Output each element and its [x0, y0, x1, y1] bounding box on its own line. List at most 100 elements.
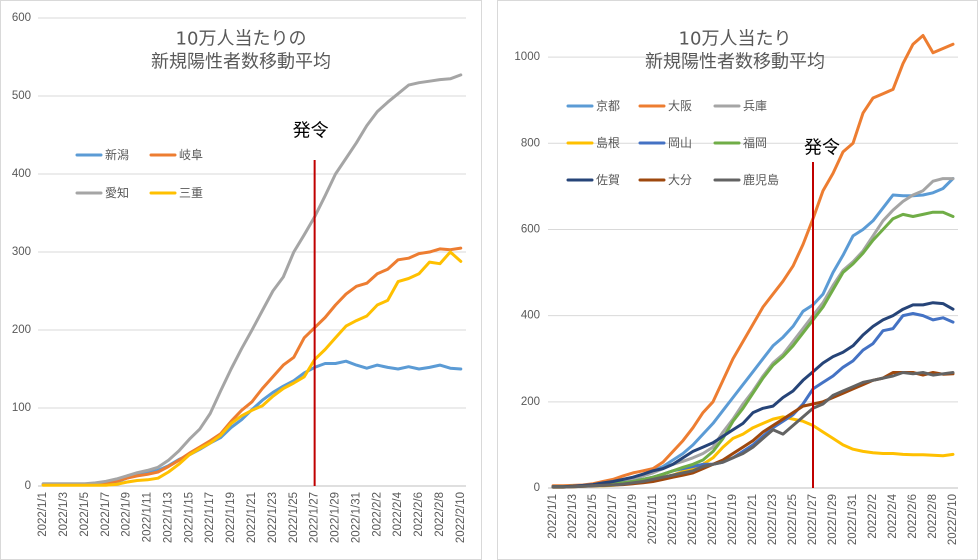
legend-label: 京都	[596, 99, 620, 113]
x-tick-label: 2022/1/25	[288, 492, 300, 543]
legend-item: 島根	[566, 135, 620, 150]
y-tick-label: 600	[521, 223, 540, 235]
y-tick-label: 300	[12, 246, 31, 258]
x-tick-label: 2022/1/17	[204, 492, 216, 543]
legend-item: 鹿児島	[713, 172, 779, 187]
series-line-1	[41, 246, 463, 486]
chart-title-line: 新規陽性者数移動平均	[151, 52, 331, 73]
y-tick-label: 1000	[514, 51, 540, 63]
x-axis-tick-labels: 2022/1/1 2022/1/3 2022/1/5 2022/1/7 2022/1/9…	[547, 493, 959, 545]
series-line-1	[551, 34, 955, 488]
x-tick-label: 2022/1/3	[58, 492, 70, 537]
x-tick-label: 2022/1/29	[827, 494, 839, 545]
legend-label: 新潟	[105, 147, 129, 162]
x-tick-label: 2022/1/23	[767, 494, 779, 545]
x-tick-label: 2022/2/10	[455, 492, 467, 543]
x-tick-label: 2022/2/2	[371, 492, 383, 537]
x-tick-label: 2022/2/2	[867, 494, 879, 539]
legend-item: 兵庫	[713, 99, 767, 113]
x-tick-label: 2022/1/7	[100, 492, 112, 537]
series-lines	[551, 34, 955, 489]
legend-label: 岡山	[668, 136, 692, 150]
x-tick-label: 2022/1/7	[607, 494, 619, 539]
legend-label: 三重	[179, 186, 203, 200]
x-tick-label: 2022/1/19	[727, 494, 739, 545]
legend-item: 大分	[638, 173, 692, 187]
x-tick-label: 2022/1/21	[747, 494, 759, 545]
y-tick-label: 0	[534, 482, 540, 494]
gridlines	[548, 56, 958, 403]
x-tick-label: 2022/1/13	[163, 492, 175, 543]
x-tick-label: 2022/2/8	[927, 494, 939, 539]
legend-label: 岐阜	[179, 148, 203, 162]
x-tick-label: 2022/1/19	[225, 492, 237, 543]
x-tick-label: 2022/1/13	[667, 494, 679, 545]
y-axis-tick-labels: 0 200 400 600 800 1000	[514, 51, 540, 494]
y-tick-label: 100	[12, 402, 31, 414]
legend-label: 大阪	[668, 99, 692, 113]
gridlines	[38, 17, 466, 409]
x-axis-tick-labels: 2022/1/1 2022/1/3 2022/1/5 2022/1/7 2022/1/9…	[37, 491, 467, 543]
series-line-8	[551, 371, 955, 489]
x-tick-label: 2022/1/11	[647, 494, 659, 544]
x-tick-label: 2022/1/9	[121, 492, 133, 537]
legend-label: 佐賀	[596, 173, 620, 187]
chart-title-line: 10万人当たりの	[176, 29, 307, 50]
x-tick-label: 2022/1/21	[246, 492, 258, 543]
x-tick-label: 2022/1/25	[787, 494, 799, 545]
legend-item: 岡山	[638, 136, 692, 150]
x-tick-label: 2022/1/15	[183, 492, 195, 543]
x-tick-label: 2022/1/11	[142, 492, 154, 542]
x-tick-label: 2022/1/5	[587, 494, 599, 539]
x-tick-label: 2022/2/6	[413, 492, 425, 537]
x-tick-label: 2022/1/1	[547, 494, 559, 539]
series-line-2	[41, 73, 463, 486]
x-tick-label: 2022/1/31	[350, 492, 362, 543]
legend-item: 福岡	[713, 135, 767, 150]
x-tick-label: 2022/2/6	[907, 494, 919, 539]
y-tick-label: 200	[521, 396, 540, 408]
announcement-marker-label: 発令	[804, 138, 840, 159]
legend-label: 愛知	[105, 186, 129, 200]
legend-label: 島根	[596, 135, 620, 150]
y-tick-label: 200	[12, 324, 31, 336]
chart-title-line: 10万人当たり	[679, 29, 792, 50]
legend-item: 京都	[566, 99, 620, 113]
x-tick-label: 2022/1/27	[807, 494, 819, 545]
legend-item: 大阪	[638, 99, 692, 113]
legend-item: 岐阜	[149, 148, 203, 162]
legend-item: 佐賀	[566, 173, 620, 187]
x-tick-label: 2022/1/1	[37, 492, 49, 537]
y-tick-label: 500	[12, 90, 31, 102]
legend-item: 愛知	[75, 186, 129, 200]
x-tick-label: 2022/1/5	[79, 492, 91, 537]
legend-item: 新潟	[75, 147, 129, 162]
x-tick-label: 2022/1/3	[567, 494, 579, 539]
y-tick-label: 600	[12, 12, 31, 24]
x-tick-label: 2022/1/31	[847, 494, 859, 545]
x-tick-label: 2022/2/10	[947, 494, 959, 545]
x-tick-label: 2022/1/29	[330, 492, 342, 543]
y-tick-label: 800	[521, 137, 540, 149]
y-tick-label: 400	[521, 310, 540, 322]
legend-label: 大分	[668, 173, 692, 187]
chart-title-line: 新規陽性者数移動平均	[645, 52, 825, 73]
chart-border	[497, 0, 978, 560]
y-tick-label: 400	[12, 168, 31, 180]
legend-label: 兵庫	[743, 99, 767, 113]
x-tick-label: 2022/2/4	[392, 491, 404, 536]
x-tick-label: 2022/1/23	[267, 492, 279, 543]
x-tick-label: 2022/2/8	[434, 492, 446, 537]
y-axis-tick-labels: 0 100 200 300 400 500 600	[12, 12, 31, 492]
chart-panel-right: 0 200 400 600 800 1000 2022/1/1 2022/1/3 2022/1/…	[497, 0, 978, 560]
legend-item: 三重	[149, 186, 203, 200]
legend-label: 福岡	[743, 135, 767, 150]
series-line-6	[551, 301, 955, 489]
y-tick-label: 0	[25, 480, 31, 492]
x-tick-label: 2022/2/4	[887, 493, 899, 538]
